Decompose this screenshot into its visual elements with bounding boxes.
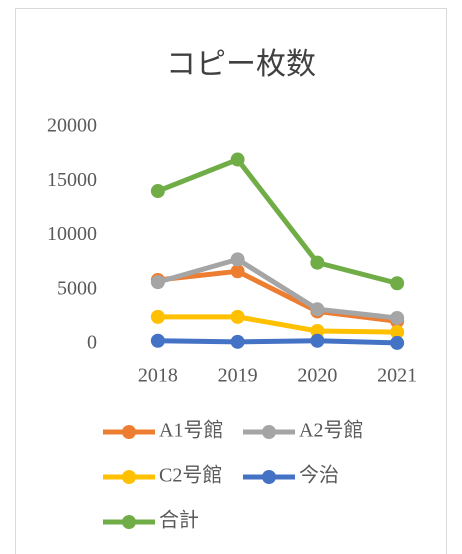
y-tick-label: 5000 [57,277,97,299]
legend-marker [122,515,136,529]
legend-marker [262,470,276,484]
data-point [150,184,165,199]
data-point [150,309,165,324]
series-line [157,268,398,324]
data-point [230,334,245,349]
data-point [390,325,405,340]
legend-marker [122,425,136,439]
x-tick-label: 2019 [218,365,258,387]
legend-marker [262,425,276,439]
legend-label: 合計 [159,509,199,532]
data-point [230,264,245,279]
series-line [157,256,398,321]
chart-title: コピー枚数 [166,48,316,81]
legend-label: A2号館 [299,419,363,442]
data-point [150,333,165,348]
legend-label: C2号館 [159,464,222,487]
y-tick-label: 10000 [47,223,97,245]
legend-marker [122,470,136,484]
x-tick-label: 2020 [297,365,337,387]
data-point [150,275,165,290]
series-line [156,157,398,286]
data-point [390,310,405,325]
y-tick-label: 20000 [47,115,97,137]
series-line [157,338,398,346]
data-point [310,302,325,317]
y-tick-label: 15000 [47,169,97,191]
data-point [310,333,325,348]
legend-label: A1号館 [159,419,223,442]
series-line [157,314,398,335]
data-point [230,309,245,324]
y-tick-label: 0 [87,332,97,354]
x-tick-label: 2021 [377,365,417,387]
data-point [390,276,405,291]
data-point [230,252,245,267]
data-point [390,335,405,350]
data-point [230,152,245,167]
x-tick-label: 2018 [138,365,178,387]
data-point [310,255,325,270]
legend-label: 今治 [299,464,339,487]
chart-frame [15,8,447,554]
data-point [310,323,325,338]
